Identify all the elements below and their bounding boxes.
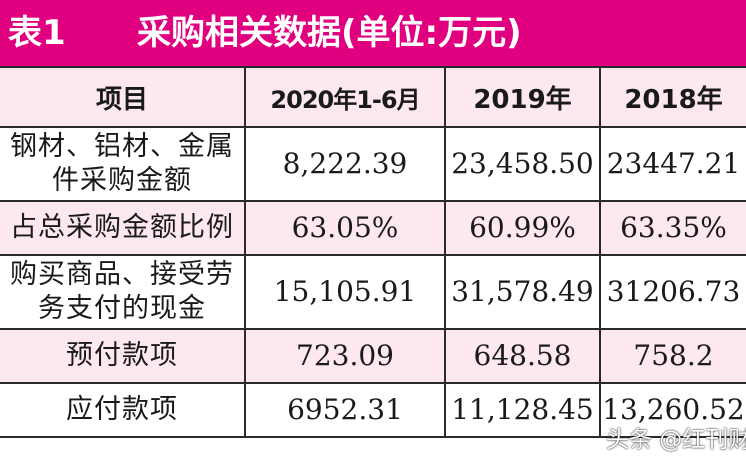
cell-2019: 23,458.50 xyxy=(444,126,601,202)
row-label: 应付款项 xyxy=(0,382,246,438)
source-watermark: 头条 @红刊财经 xyxy=(606,427,746,453)
table-title-banner: 表1 采购相关数据(单位:万元) xyxy=(0,0,746,66)
cell-2020h1: 6952.31 xyxy=(244,382,446,438)
header-item: 项目 xyxy=(0,66,246,128)
table-row: 购买商品、接受劳务支付的现金 15,105.91 31,578.49 31206… xyxy=(0,254,746,330)
cell-2018: 23447.21 xyxy=(599,126,746,202)
cell-2019: 648.58 xyxy=(444,328,601,384)
header-2018: 2018年 xyxy=(599,66,746,128)
table-row: 钢材、铝材、金属件采购金额 8,222.39 23,458.50 23447.2… xyxy=(0,126,746,202)
cell-2020h1: 723.09 xyxy=(244,328,446,384)
cell-2018: 758.2 xyxy=(599,328,746,384)
row-label: 购买商品、接受劳务支付的现金 xyxy=(0,254,246,330)
cell-2020h1: 15,105.91 xyxy=(244,254,446,330)
header-2020h1: 2020年1-6月 xyxy=(244,66,446,128)
cell-2020h1: 63.05% xyxy=(244,200,446,256)
row-label: 占总采购金额比例 xyxy=(0,200,246,256)
cell-2018: 63.35% xyxy=(599,200,746,256)
header-row: 项目 2020年1-6月 2019年 2018年 xyxy=(0,66,746,128)
table-row: 预付款项 723.09 648.58 758.2 xyxy=(0,328,746,384)
table-number: 表1 xyxy=(8,13,66,53)
table-row: 占总采购金额比例 63.05% 60.99% 63.35% xyxy=(0,200,746,256)
procurement-data-table: 项目 2020年1-6月 2019年 2018年 钢材、铝材、金属件采购金额 8… xyxy=(0,66,746,438)
cell-2019: 31,578.49 xyxy=(444,254,601,330)
cell-2019: 11,128.45 xyxy=(444,382,601,438)
cell-2020h1: 8,222.39 xyxy=(244,126,446,202)
cell-2018: 13,260.52 xyxy=(599,382,746,438)
row-label: 钢材、铝材、金属件采购金额 xyxy=(0,126,246,202)
table-row: 应付款项 6952.31 11,128.45 13,260.52 xyxy=(0,382,746,438)
row-label: 预付款项 xyxy=(0,328,246,384)
table-title: 采购相关数据(单位:万元) xyxy=(137,13,522,53)
header-2019: 2019年 xyxy=(444,66,601,128)
cell-2018: 31206.73 xyxy=(599,254,746,330)
cell-2019: 60.99% xyxy=(444,200,601,256)
